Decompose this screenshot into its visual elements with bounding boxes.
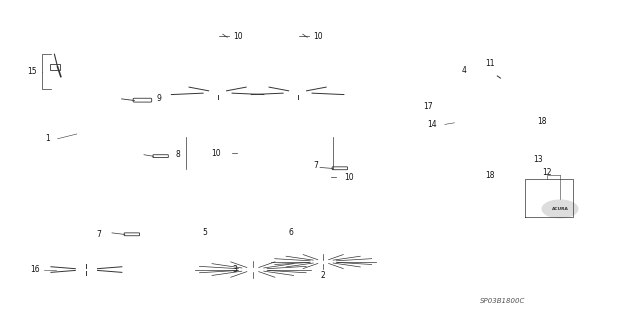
Text: 15: 15 bbox=[27, 67, 37, 76]
Text: 16: 16 bbox=[30, 265, 40, 274]
FancyBboxPatch shape bbox=[153, 155, 168, 158]
Text: 4: 4 bbox=[461, 66, 467, 75]
FancyBboxPatch shape bbox=[133, 98, 152, 102]
Text: 6: 6 bbox=[289, 228, 294, 237]
Text: 14: 14 bbox=[427, 120, 437, 129]
Text: 18: 18 bbox=[538, 117, 547, 126]
Text: 10: 10 bbox=[234, 32, 243, 41]
Bar bbox=[50, 64, 60, 70]
Text: 3: 3 bbox=[232, 265, 237, 274]
Text: 7: 7 bbox=[97, 230, 102, 239]
Text: 18: 18 bbox=[485, 171, 494, 180]
Text: SP03B1800C: SP03B1800C bbox=[480, 299, 525, 304]
Text: 13: 13 bbox=[533, 155, 543, 164]
Text: ACURA: ACURA bbox=[552, 207, 568, 211]
Text: 11: 11 bbox=[485, 59, 494, 68]
Text: 10: 10 bbox=[344, 173, 354, 182]
FancyBboxPatch shape bbox=[332, 167, 348, 170]
Text: 9: 9 bbox=[157, 94, 162, 103]
Text: 1: 1 bbox=[45, 134, 51, 143]
FancyBboxPatch shape bbox=[124, 233, 140, 236]
Text: 5: 5 bbox=[202, 228, 207, 237]
Text: 17: 17 bbox=[422, 102, 433, 111]
Text: 7: 7 bbox=[313, 161, 318, 170]
Circle shape bbox=[542, 200, 578, 218]
Text: 2: 2 bbox=[321, 271, 326, 280]
Text: 8: 8 bbox=[176, 150, 180, 159]
Text: 10: 10 bbox=[314, 32, 323, 41]
Text: 10: 10 bbox=[211, 149, 221, 158]
Text: 12: 12 bbox=[543, 168, 552, 177]
